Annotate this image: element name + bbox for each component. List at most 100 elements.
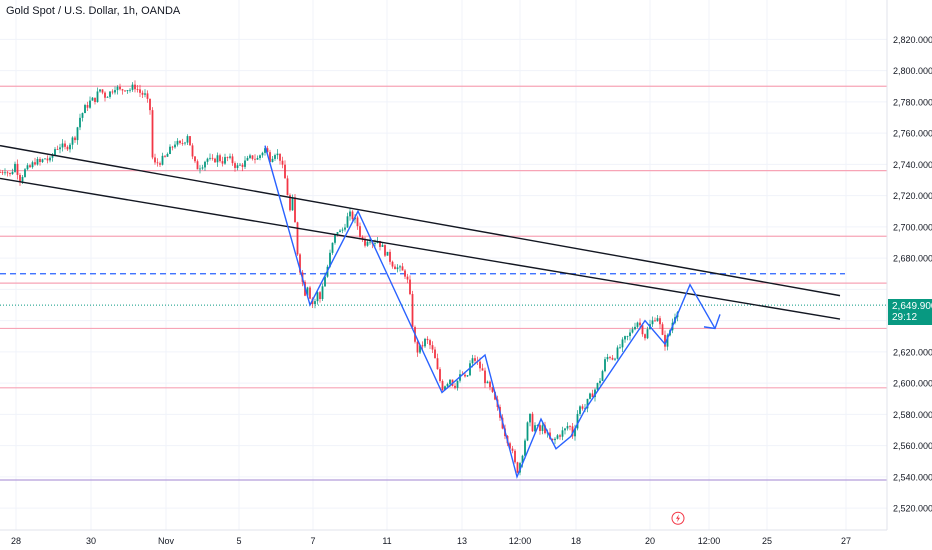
candle-body	[79, 117, 81, 128]
candle-body	[646, 329, 649, 339]
candle-body	[111, 91, 114, 93]
candle-body	[349, 211, 351, 217]
candle-body	[209, 157, 211, 159]
candle-body	[374, 242, 376, 244]
candle-body	[384, 245, 386, 256]
candle-body	[236, 165, 239, 168]
candle-body	[389, 251, 391, 262]
candle-body	[664, 334, 666, 347]
time-tick-label: 13	[457, 536, 467, 546]
candle-body	[634, 326, 636, 330]
candle-body	[231, 156, 234, 164]
candle-body	[341, 229, 344, 231]
candle-body	[536, 425, 539, 426]
candle-body	[96, 91, 99, 103]
candle-body	[56, 149, 59, 150]
candle-body	[444, 386, 446, 390]
candle-body	[431, 345, 434, 350]
candle-body	[559, 435, 561, 437]
candle-body	[211, 157, 214, 159]
candle-body	[106, 96, 109, 98]
candle-body	[154, 157, 156, 163]
candle-body	[359, 226, 361, 237]
price-tick-label: 2,600.000	[893, 379, 932, 389]
candle-body	[194, 156, 196, 162]
candle-body	[4, 172, 6, 174]
candle-body	[661, 324, 664, 335]
candle-body	[369, 241, 371, 243]
candle-body	[9, 172, 11, 175]
flash-icon-bolt	[676, 514, 680, 523]
candle-body	[279, 153, 281, 161]
candle-body	[666, 335, 669, 347]
candle-body	[64, 143, 66, 147]
candle-body	[489, 381, 491, 388]
candle-body	[509, 443, 511, 449]
candle-body	[261, 152, 264, 156]
candle-body	[516, 462, 519, 473]
candle-body	[621, 339, 624, 348]
candle-body	[644, 334, 646, 339]
candle-body	[454, 385, 456, 388]
candle-body	[156, 162, 159, 164]
candle-body	[61, 143, 64, 148]
candle-body	[334, 234, 336, 243]
candle-body	[396, 267, 399, 270]
candle-body	[169, 146, 171, 155]
time-tick-label: 27	[841, 536, 851, 546]
time-tick-label: 7	[310, 536, 315, 546]
candle-body	[126, 90, 129, 92]
candle-body	[11, 171, 14, 175]
candle-body	[561, 430, 564, 437]
candle-body	[171, 146, 174, 148]
candle-body	[271, 158, 274, 163]
candle-body	[406, 276, 409, 280]
candle-body	[124, 90, 126, 92]
price-tick-label: 2,780.000	[893, 97, 932, 107]
candle-body	[146, 93, 149, 99]
candle-body	[66, 146, 69, 150]
candle-body	[589, 393, 591, 399]
candle-body	[0, 172, 1, 173]
candle-body	[246, 157, 249, 161]
candle-body	[26, 165, 29, 170]
candle-body	[569, 426, 571, 427]
candle-body	[579, 406, 581, 414]
candle-body	[306, 287, 309, 296]
candle-body	[524, 440, 526, 456]
candle-body	[639, 322, 641, 326]
candle-body	[119, 86, 121, 90]
candle-body	[434, 349, 436, 359]
candle-body	[89, 100, 91, 108]
candle-body	[309, 287, 311, 299]
candle-body	[464, 374, 466, 377]
flash-icon[interactable]	[671, 511, 685, 525]
candle-body	[394, 266, 396, 270]
candle-body	[39, 159, 41, 163]
time-tick-label: 12:00	[509, 536, 532, 546]
candle-body	[161, 155, 164, 165]
candle-body	[339, 230, 341, 233]
horizontal-levels	[0, 85, 887, 481]
candle-body	[274, 155, 276, 159]
candle-body	[204, 161, 206, 168]
candle-body	[226, 157, 229, 158]
candle-body	[74, 137, 76, 141]
candle-body	[471, 358, 474, 364]
candle-body	[364, 238, 366, 246]
price-tick-label: 2,520.000	[893, 504, 932, 514]
price-tick-label: 2,760.000	[893, 129, 932, 139]
candle-body	[619, 347, 621, 349]
candle-body	[256, 158, 259, 160]
candle-body	[59, 147, 61, 150]
price-tick-label: 2,560.000	[893, 441, 932, 451]
candle-body	[319, 292, 321, 300]
candle-body	[29, 165, 31, 168]
candle-body	[121, 89, 124, 91]
candle-body	[436, 358, 439, 370]
candle-body	[289, 195, 291, 211]
candle-body	[71, 137, 74, 145]
candle-body	[486, 381, 489, 384]
